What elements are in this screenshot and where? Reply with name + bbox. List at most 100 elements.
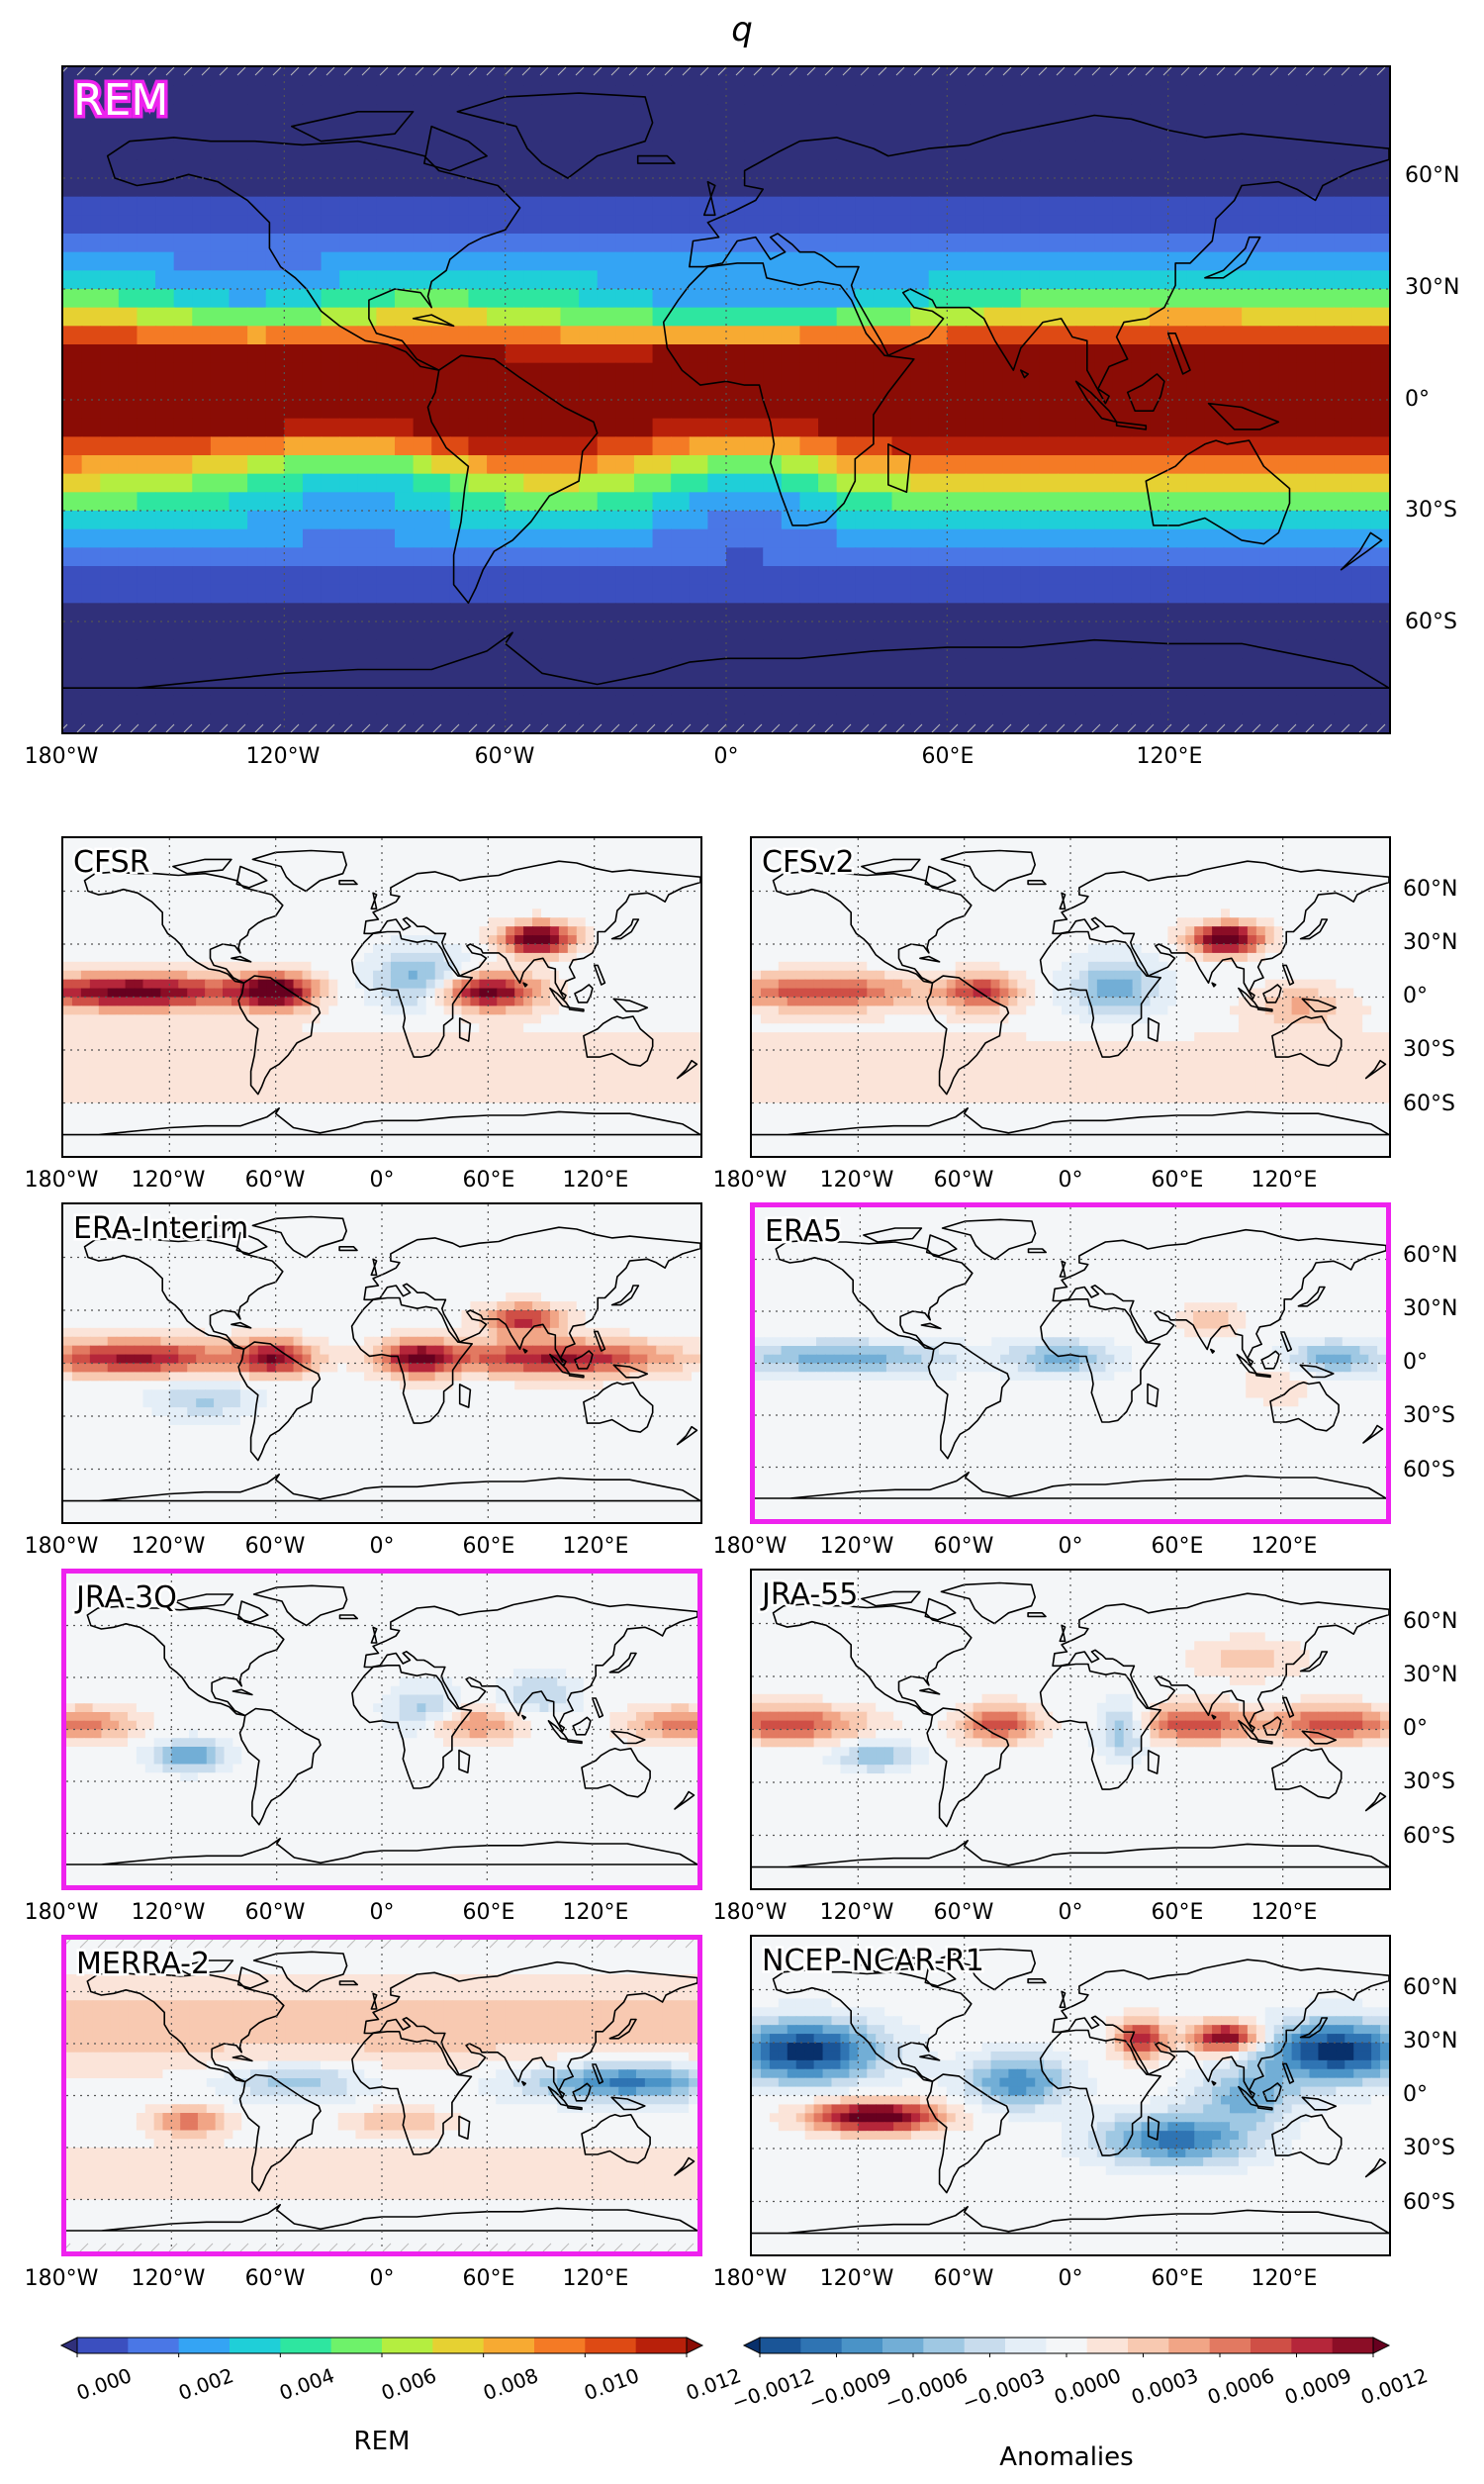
panel-2-lon-tick: 120°E xyxy=(546,1534,645,1559)
panel-7-lat-tick: 0° xyxy=(1403,2082,1482,2107)
panel-7-lon-tick: 0° xyxy=(1021,2266,1120,2291)
colorbar-rem-tick: 0.000 xyxy=(15,2363,135,2427)
rem-lat-tick: 30°N xyxy=(1405,275,1484,300)
rem-lon-tick: 120°W xyxy=(233,744,332,769)
panel-1-lon-tick: 0° xyxy=(1021,1168,1120,1193)
panel-1-lat-tick: 0° xyxy=(1403,984,1482,1008)
panel-jra-3q-map: JRA-3Q xyxy=(66,1574,697,1885)
panel-6-lon-tick: 120°E xyxy=(546,2266,645,2291)
panel-merra-2: MERRA-2 xyxy=(61,1935,702,2256)
panel-0-lon-tick: 60°W xyxy=(226,1168,325,1193)
panel-7-lon-tick: 60°E xyxy=(1128,2266,1227,2291)
figure-title: q xyxy=(0,10,1484,49)
panel-5-lat-tick: 60°S xyxy=(1403,1824,1482,1849)
rem-lat-tick: 0° xyxy=(1405,387,1484,412)
panel-jra-55: JRA-55 xyxy=(750,1569,1391,1890)
panel-era-interim-label: ERA-Interim xyxy=(73,1211,248,1246)
panel-cfsr-map: CFSR xyxy=(63,838,700,1156)
panel-jra-55-label: JRA-55 xyxy=(760,1577,858,1612)
rem-lat-tick: 60°S xyxy=(1405,610,1484,634)
panel-1-lon-tick: 60°W xyxy=(914,1168,1013,1193)
panel-7-lon-tick: 120°W xyxy=(807,2266,906,2291)
panel-3-lat-tick: 30°S xyxy=(1403,1403,1482,1428)
panel-4-lon-tick: 120°E xyxy=(546,1900,645,1925)
panel-2-lon-tick: 60°E xyxy=(439,1534,538,1559)
panel-0-lon-tick: 180°W xyxy=(12,1168,111,1193)
panel-2-lon-tick: 120°W xyxy=(119,1534,218,1559)
panel-era5-map: ERA5 xyxy=(755,1207,1386,1519)
colorbar-rem-tick: 0.004 xyxy=(219,2363,338,2427)
panel-5-lon-tick: 60°E xyxy=(1128,1900,1227,1925)
colorbar-rem-tick: 0.010 xyxy=(523,2363,643,2427)
panel-era5-label: ERA5 xyxy=(765,1214,842,1249)
panel-jra-55-map: JRA-55 xyxy=(752,1571,1389,1888)
panel-5-lat-tick: 30°S xyxy=(1403,1769,1482,1794)
rem-panel-label: REM xyxy=(73,75,168,126)
panel-3-lat-tick: 60°N xyxy=(1403,1243,1482,1268)
colorbar-rem-title: REM xyxy=(61,2427,702,2456)
panel-cfsv2-map: CFSv2 xyxy=(752,838,1389,1156)
panel-0-lon-tick: 120°W xyxy=(119,1168,218,1193)
panel-7-lat-tick: 30°N xyxy=(1403,2029,1482,2054)
panel-6-lon-tick: 60°E xyxy=(439,2266,538,2291)
panel-0-lon-tick: 60°E xyxy=(439,1168,538,1193)
panel-2-lon-tick: 60°W xyxy=(226,1534,325,1559)
panel-3-lat-tick: 0° xyxy=(1403,1350,1482,1375)
panel-1-lon-tick: 60°E xyxy=(1128,1168,1227,1193)
panel-5-lat-tick: 0° xyxy=(1403,1716,1482,1741)
panel-cfsr-label: CFSR xyxy=(73,845,150,880)
panel-merra-2-label: MERRA-2 xyxy=(76,1947,210,1981)
panel-5-lon-tick: 0° xyxy=(1021,1900,1120,1925)
panel-era-interim-map: ERA-Interim xyxy=(63,1204,700,1522)
panel-1-lat-tick: 60°N xyxy=(1403,877,1482,902)
panel-3-lon-tick: 120°W xyxy=(807,1534,906,1559)
panel-3-lat-tick: 30°N xyxy=(1403,1296,1482,1321)
panel-1-lat-tick: 30°N xyxy=(1403,930,1482,955)
panel-3-lat-tick: 60°S xyxy=(1403,1458,1482,1482)
panel-jra-3q: JRA-3Q xyxy=(61,1569,702,1890)
panel-cfsv2-label: CFSv2 xyxy=(762,845,855,880)
panel-cfsr: CFSR xyxy=(61,836,702,1158)
panel-ncep-ncar-r1-map: NCEP-NCAR-R1 xyxy=(752,1937,1389,2254)
panel-5-lon-tick: 120°E xyxy=(1235,1900,1334,1925)
panel-2-lon-tick: 0° xyxy=(332,1534,431,1559)
colorbar-anom-title: Anomalies xyxy=(744,2442,1389,2472)
colorbar-rem-tick: 0.006 xyxy=(320,2363,439,2427)
panel-2-lon-tick: 180°W xyxy=(12,1534,111,1559)
panel-4-lon-tick: 120°W xyxy=(119,1900,218,1925)
panel-5-lat-tick: 60°N xyxy=(1403,1609,1482,1634)
colorbar-rem-tick: 0.002 xyxy=(117,2363,236,2427)
panel-era5: ERA5 xyxy=(750,1202,1391,1524)
rem-lon-tick: 120°E xyxy=(1120,744,1219,769)
panel-ncep-ncar-r1-label: NCEP-NCAR-R1 xyxy=(762,1944,984,1978)
panel-1-lon-tick: 120°E xyxy=(1235,1168,1334,1193)
rem-lon-tick: 0° xyxy=(677,744,776,769)
panel-7-lon-tick: 180°W xyxy=(700,2266,799,2291)
panel-4-lon-tick: 0° xyxy=(332,1900,431,1925)
panel-1-lat-tick: 30°S xyxy=(1403,1037,1482,1062)
panel-7-lon-tick: 60°W xyxy=(914,2266,1013,2291)
panel-5-lon-tick: 180°W xyxy=(700,1900,799,1925)
panel-ncep-ncar-r1: NCEP-NCAR-R1 xyxy=(750,1935,1391,2256)
panel-4-lon-tick: 60°E xyxy=(439,1900,538,1925)
panel-6-lon-tick: 120°W xyxy=(119,2266,218,2291)
panel-era-interim: ERA-Interim xyxy=(61,1202,702,1524)
panel-cfsv2: CFSv2 xyxy=(750,836,1391,1158)
panel-5-lon-tick: 120°W xyxy=(807,1900,906,1925)
rem-lon-tick: 60°W xyxy=(455,744,554,769)
rem-lon-tick: 180°W xyxy=(12,744,111,769)
panel-1-lat-tick: 60°S xyxy=(1403,1092,1482,1116)
rem-lat-tick: 30°S xyxy=(1405,498,1484,523)
panel-7-lat-tick: 60°S xyxy=(1403,2190,1482,2215)
panel-5-lon-tick: 60°W xyxy=(914,1900,1013,1925)
panel-4-lon-tick: 180°W xyxy=(12,1900,111,1925)
rem-lon-tick: 60°E xyxy=(898,744,997,769)
panel-jra-3q-label: JRA-3Q xyxy=(74,1580,177,1615)
panel-7-lat-tick: 60°N xyxy=(1403,1975,1482,2000)
panel-6-lon-tick: 60°W xyxy=(226,2266,325,2291)
colorbar-rem-tick: 0.008 xyxy=(421,2363,541,2427)
colorbar-anom-bar xyxy=(742,2337,1391,2357)
panel-merra-2-map: MERRA-2 xyxy=(66,1940,697,2251)
panel-1-lon-tick: 180°W xyxy=(700,1168,799,1193)
panel-3-lon-tick: 120°E xyxy=(1235,1534,1334,1559)
